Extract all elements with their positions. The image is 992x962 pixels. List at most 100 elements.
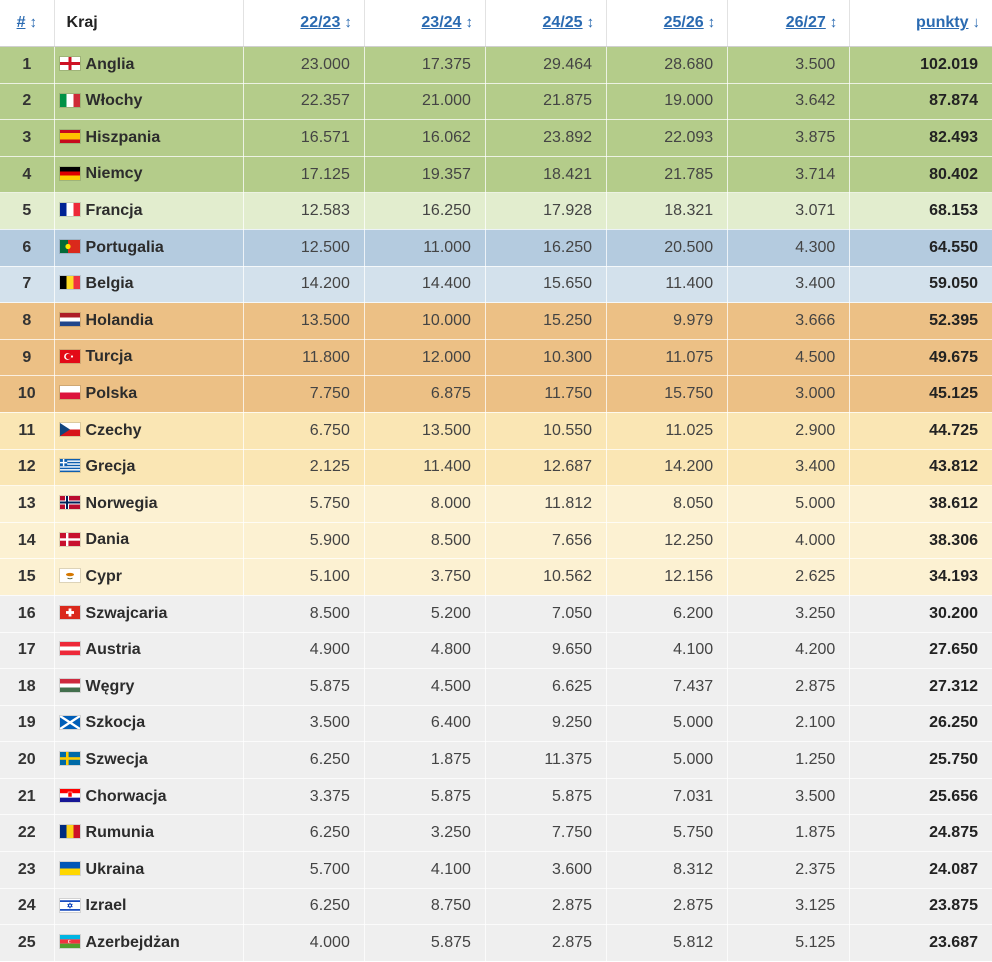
season-points-cell: 5.000 [606, 705, 729, 743]
sort-arrows-icon[interactable]: ↕ [586, 14, 595, 31]
season-points-cell: 3.600 [485, 851, 608, 889]
total-points-cell: 52.395 [849, 302, 992, 340]
season-points-cell: 7.031 [606, 778, 729, 816]
poland-flag-icon [59, 386, 80, 400]
season-points-cell: 8.500 [243, 595, 365, 633]
season-points-cell: 3.500 [727, 46, 851, 84]
season-points-cell: 11.400 [606, 266, 729, 304]
season-points-cell: 18.321 [606, 192, 729, 230]
total-points-cell: 27.312 [849, 668, 992, 706]
czechia-flag-icon [59, 422, 80, 436]
total-points-cell: 44.725 [849, 412, 992, 450]
country-name: Włochy [85, 92, 143, 110]
season-points-cell: 11.812 [485, 485, 608, 523]
season-points-cell: 3.400 [727, 266, 851, 304]
sort-desc-icon[interactable]: ↓ [972, 14, 981, 31]
country-cell: Chorwacja [54, 778, 244, 816]
season-points-cell: 11.750 [485, 375, 608, 413]
country-name: Ukraina [85, 860, 145, 878]
romania-flag-icon [59, 825, 80, 839]
sort-arrows-icon[interactable]: ↕ [465, 14, 473, 31]
season-sort-link[interactable]: 23/24 [421, 14, 462, 31]
season-points-cell: 6.200 [606, 595, 729, 633]
season-points-cell: 5.875 [364, 924, 486, 962]
season-points-cell: 8.750 [364, 888, 486, 926]
rank-cell: 19 [0, 705, 55, 743]
season-points-cell: 19.000 [606, 83, 729, 121]
season-points-cell: 12.156 [606, 558, 729, 596]
total-points-cell: 24.875 [849, 814, 992, 853]
season-points-cell: 23.000 [243, 46, 365, 84]
season-23-24-header[interactable]: 23/24 ↕ [364, 0, 486, 47]
rank-cell: 14 [0, 522, 55, 560]
season-points-cell: 3.071 [727, 192, 851, 230]
country-cell: Ukraina [54, 851, 244, 889]
rank-cell: 11 [0, 412, 55, 450]
season-points-cell: 6.625 [485, 668, 608, 706]
country-name: Rumunia [85, 824, 154, 842]
season-points-cell: 16.571 [243, 119, 365, 157]
country-name: Austria [85, 641, 141, 659]
total-points-cell: 45.125 [849, 375, 992, 413]
ukraine-flag-icon [59, 861, 80, 875]
season-points-cell: 2.875 [606, 888, 729, 926]
points-sort-link[interactable]: punkty [916, 14, 969, 31]
rank-column-header[interactable]: # ↕ [0, 0, 55, 47]
country-name: Niemcy [85, 165, 143, 183]
total-points-cell: 49.675 [849, 339, 992, 377]
country-name: Holandia [85, 311, 154, 329]
rank-sort-link[interactable]: # [16, 14, 26, 31]
season-25-26-header[interactable]: 25/26 ↕ [606, 0, 729, 47]
points-column-header[interactable]: punkty ↓ [849, 0, 992, 47]
country-cell: Szwecja [54, 741, 244, 779]
country-name: Izrael [85, 897, 127, 915]
season-points-cell: 18.421 [485, 156, 608, 194]
season-26-27-header[interactable]: 26/27 ↕ [727, 0, 851, 47]
sort-arrows-icon[interactable]: ↕ [29, 14, 37, 31]
table-row: 2 Włochy 22.357 21.000 21.875 19.000 3.642 87.8… [0, 83, 992, 121]
country-cell: Francja [54, 192, 244, 230]
country-cell: Dania [54, 522, 244, 560]
season-points-cell: 4.900 [243, 632, 365, 670]
country-cell: Izrael [54, 888, 244, 926]
season-points-cell: 2.375 [727, 851, 851, 889]
season-24-25-header[interactable]: 24/25 ↕ [485, 0, 608, 47]
rank-cell: 13 [0, 485, 55, 523]
country-cell: Belgia [54, 266, 244, 304]
sort-arrows-icon[interactable]: ↕ [829, 14, 838, 31]
season-points-cell: 12.583 [243, 192, 365, 230]
spain-flag-icon [59, 130, 80, 144]
season-points-cell: 4.000 [727, 522, 851, 560]
table-row: 8 Holandia 13.500 10.000 15.250 9.979 3.666 52.… [0, 302, 992, 340]
season-sort-link[interactable]: 24/25 [542, 14, 583, 31]
rank-cell: 21 [0, 778, 55, 816]
azerbaijan-flag-icon [59, 935, 80, 949]
season-points-cell: 12.250 [606, 522, 729, 560]
rank-cell: 22 [0, 814, 55, 853]
country-cell: Austria [54, 632, 244, 670]
season-points-cell: 3.000 [727, 375, 851, 413]
table-row: 5 Francja 12.583 16.250 17.928 18.321 3.071 68.… [0, 192, 992, 230]
season-points-cell: 6.250 [243, 814, 365, 853]
country-cell: Norwegia [54, 485, 244, 523]
country-cell: Rumunia [54, 814, 244, 853]
hungary-flag-icon [59, 679, 80, 692]
season-sort-link[interactable]: 25/26 [663, 14, 704, 31]
country-cell: Anglia [54, 46, 244, 84]
sort-arrows-icon[interactable]: ↕ [344, 14, 352, 31]
table-row: 17 Austria 4.900 4.800 9.650 4.100 4.200 27.650 [0, 632, 992, 670]
season-points-cell: 8.050 [606, 485, 729, 523]
table-row: 10 Polska 7.750 6.875 11.750 15.750 3.000 45.12… [0, 375, 992, 413]
season-points-cell: 16.250 [485, 229, 608, 267]
season-points-cell: 7.050 [485, 595, 608, 633]
season-sort-link[interactable]: 22/23 [300, 14, 341, 31]
country-name: Chorwacja [85, 787, 167, 805]
table-row: 12 Grecja 2.125 11.400 12.687 14.200 3.400 43.8… [0, 449, 992, 487]
sort-arrows-icon[interactable]: ↕ [707, 14, 716, 31]
season-22-23-header[interactable]: 22/23 ↕ [243, 0, 365, 47]
country-cell: Cypr [54, 558, 244, 596]
season-points-cell: 4.800 [364, 632, 486, 670]
season-sort-link[interactable]: 26/27 [785, 14, 826, 31]
table-row: 19 Szkocja 3.500 6.400 9.250 5.000 2.100 26.250 [0, 705, 992, 743]
season-points-cell: 4.500 [364, 668, 486, 706]
